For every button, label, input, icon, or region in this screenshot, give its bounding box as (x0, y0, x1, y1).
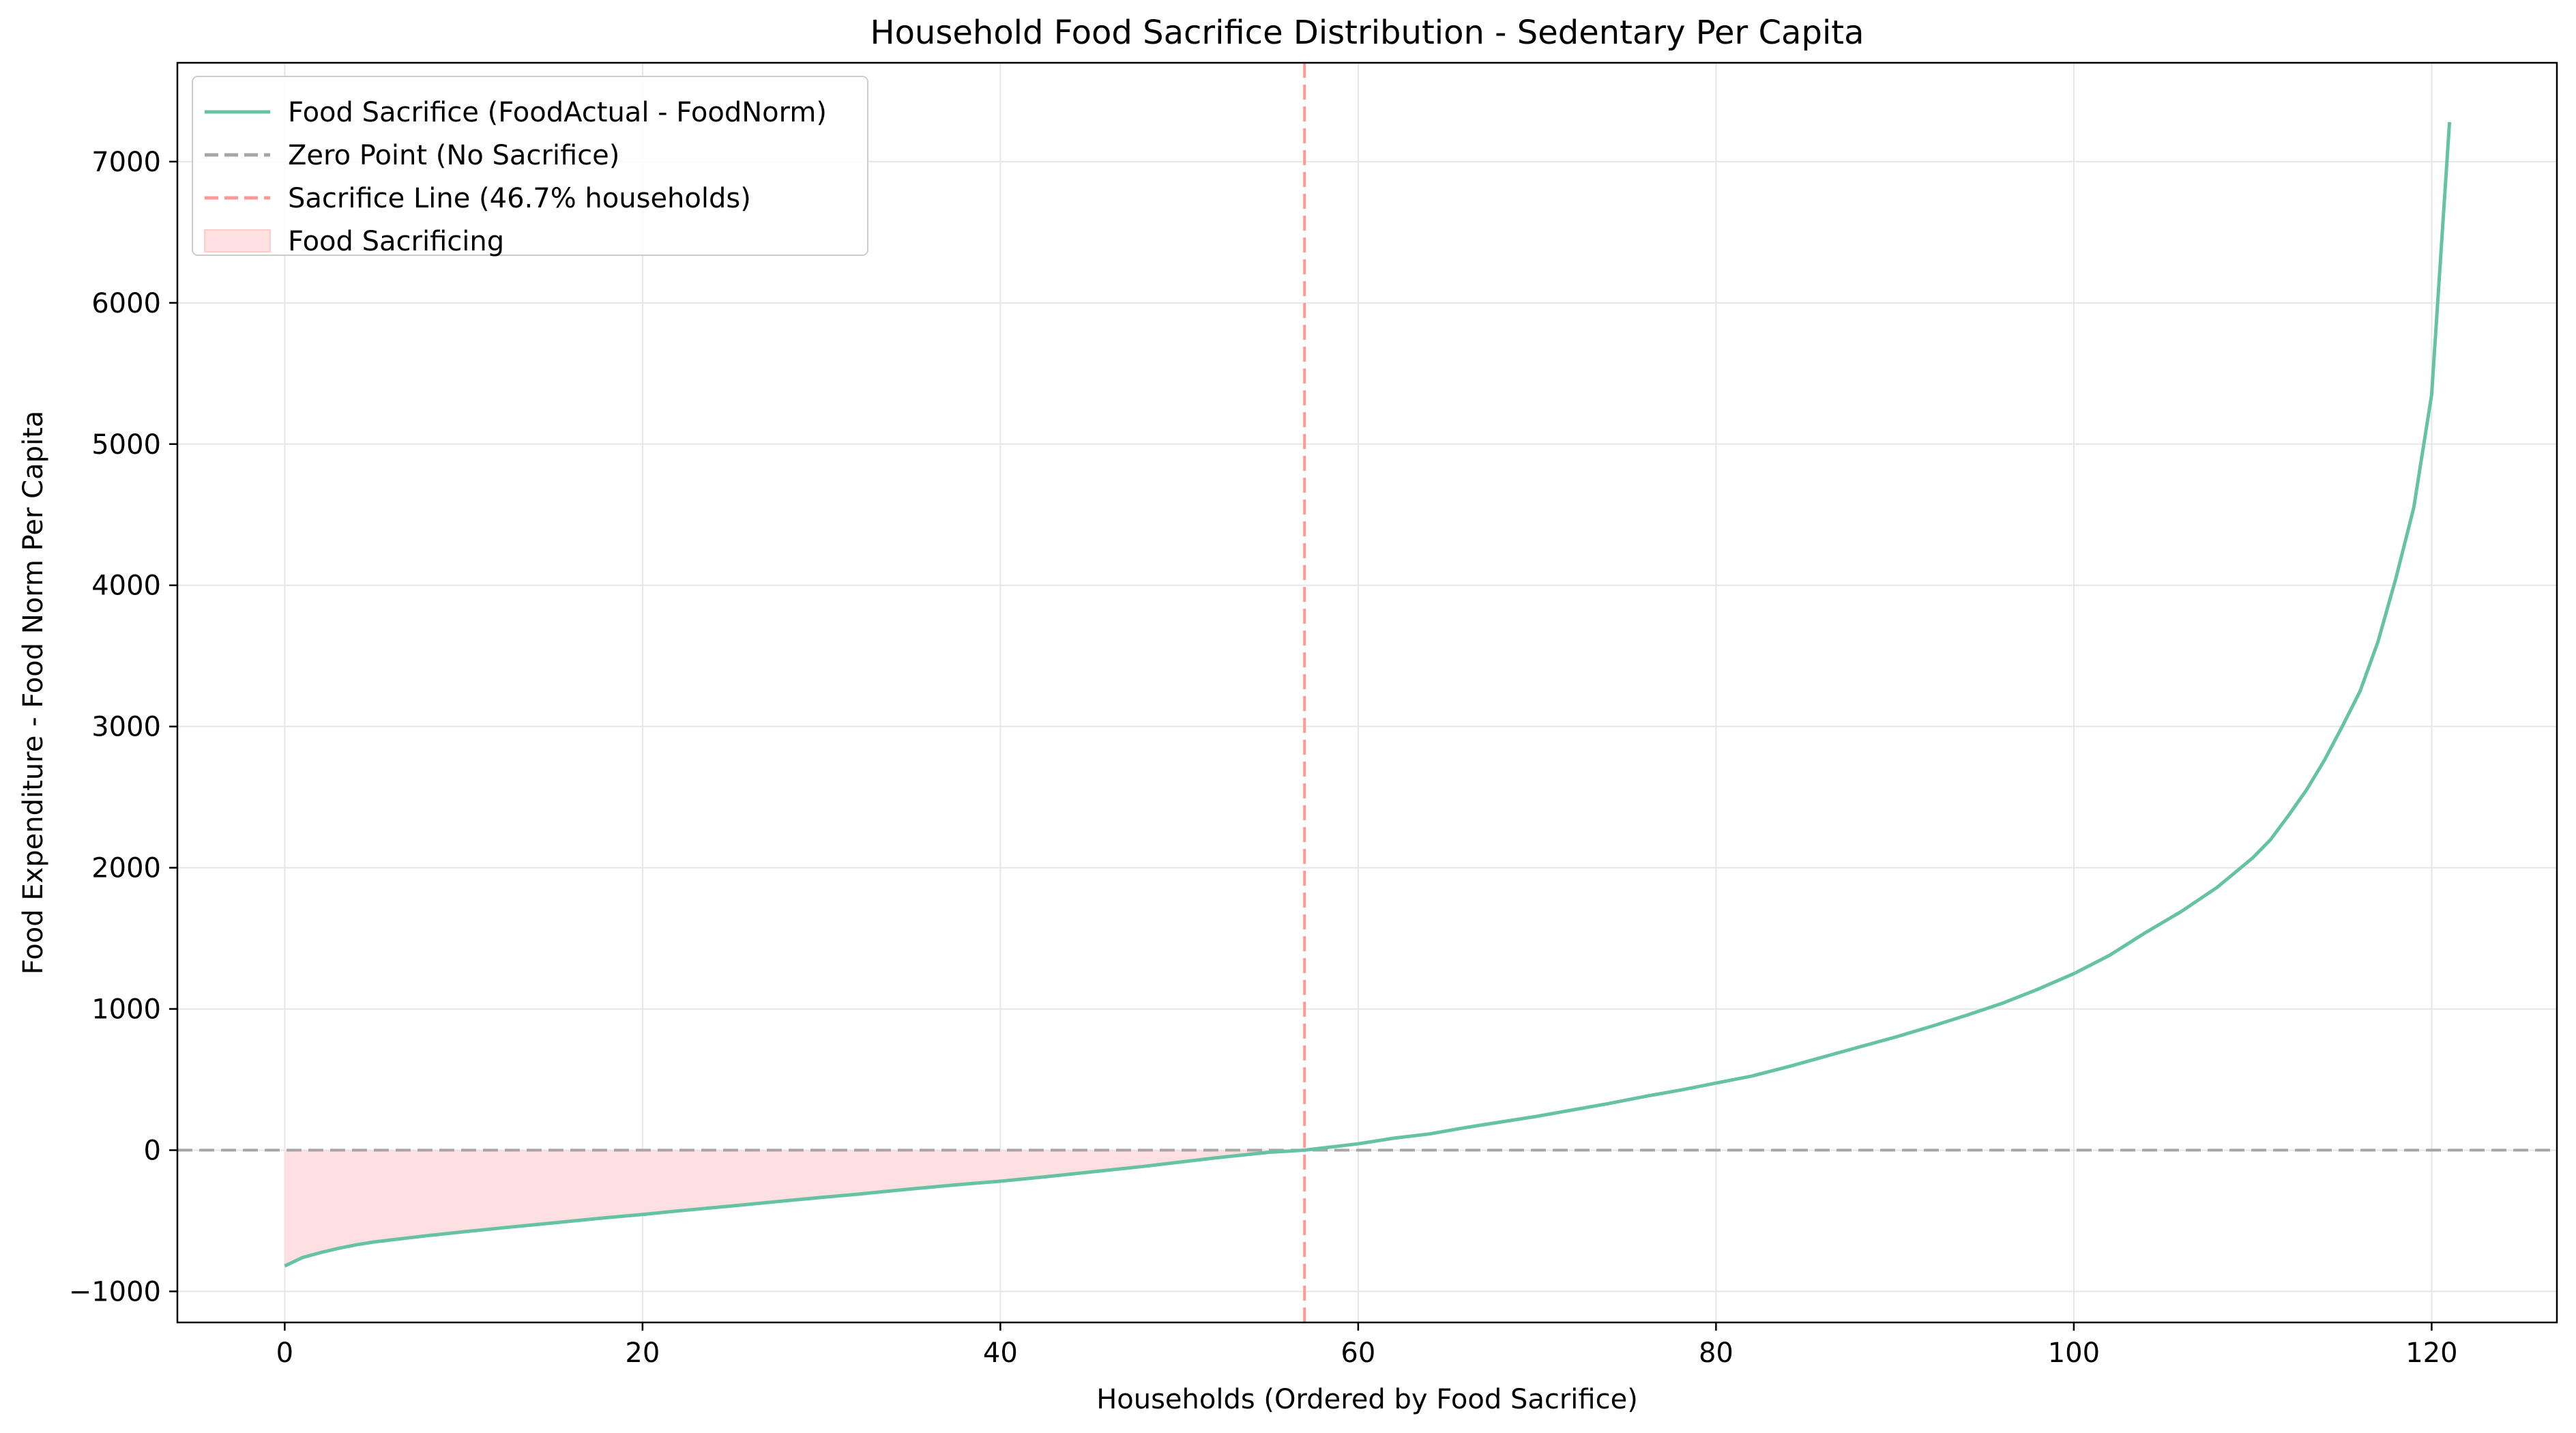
legend-entry-label: Sacrifice Line (46.7% households) (288, 183, 751, 214)
y-tick-label: −1000 (69, 1276, 161, 1307)
x-tick-label: 0 (276, 1337, 293, 1369)
sacrifice-area (284, 1150, 1305, 1266)
legend-entry-label: Food Sacrifice (FoodActual - FoodNorm) (288, 97, 827, 128)
y-tick-label: 7000 (91, 147, 161, 178)
axes-frame (176, 61, 2558, 1324)
legend-box (192, 76, 868, 256)
legend-entry-label: Zero Point (No Sacrifice) (288, 140, 619, 171)
plot-area (177, 63, 2557, 1322)
grid (177, 63, 2557, 1322)
legend-swatch-area (204, 229, 271, 252)
y-tick-label: 0 (144, 1135, 161, 1167)
chart-title: Household Food Sacrifice Distribution - … (870, 14, 1864, 52)
legend-entry-label: Food Sacrificing (288, 226, 504, 257)
y-tick-label: 1000 (91, 994, 161, 1026)
food-sacrifice-line (284, 121, 2452, 1268)
x-axis-label: Households (Ordered by Food Sacrifice) (1096, 1384, 1638, 1415)
x-tick-label: 20 (625, 1337, 660, 1369)
x-tick-label: 60 (1341, 1337, 1375, 1369)
x-tick-label: 120 (2405, 1337, 2457, 1369)
x-tick-label: 100 (2048, 1337, 2100, 1369)
y-tick-label: 5000 (91, 429, 161, 461)
x-tick-label: 40 (983, 1337, 1018, 1369)
y-tick-label: 2000 (91, 853, 161, 884)
y-tick-label: 4000 (91, 570, 161, 602)
y-axis-label: Food Expenditure - Food Norm Per Capita (18, 411, 49, 975)
legend: Food Sacrifice (FoodActual - FoodNorm) Ze… (192, 76, 868, 257)
y-tick-label: 6000 (91, 288, 161, 319)
x-tick-label: 80 (1699, 1337, 1733, 1369)
y-tick-label: 3000 (91, 712, 161, 743)
